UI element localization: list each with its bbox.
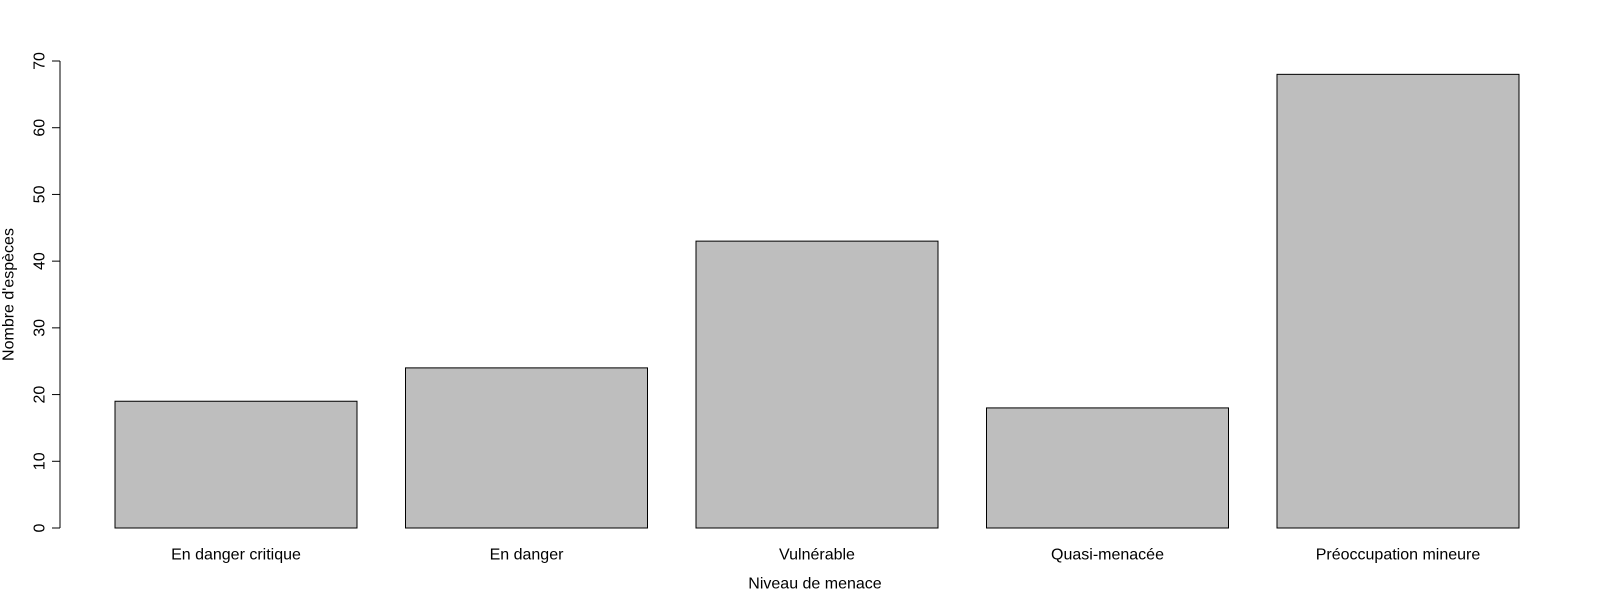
y-tick-label: 50 xyxy=(32,185,49,203)
y-tick-label: 0 xyxy=(32,523,49,532)
x-tick-label: Quasi-menacée xyxy=(1051,547,1164,564)
y-tick-label: 60 xyxy=(32,119,49,137)
y-tick-label: 70 xyxy=(32,52,49,70)
bar xyxy=(114,400,358,529)
bar xyxy=(405,367,648,529)
x-tick-label: Vulnérable xyxy=(779,547,855,564)
x-tick-label: En danger xyxy=(490,547,565,564)
bar xyxy=(986,407,1229,529)
x-axis-labels: En danger critique En danger Vulnérable Qua… xyxy=(171,547,1480,564)
bar xyxy=(695,240,939,529)
y-tick-label: 20 xyxy=(32,386,49,404)
x-tick-label: Préoccupation mineure xyxy=(1316,547,1481,564)
bars xyxy=(114,73,1520,529)
y-tick-label: 10 xyxy=(32,452,49,470)
x-tick-label: En danger critique xyxy=(171,547,301,564)
bar xyxy=(1276,73,1520,529)
y-tick-label: 40 xyxy=(32,252,49,270)
y-tick-label: 30 xyxy=(32,319,49,337)
x-axis-title: Niveau de menace xyxy=(748,576,882,593)
y-axis: 0 10 20 30 40 50 60 70 xyxy=(32,52,61,532)
y-axis-title: Nombre d'espèces xyxy=(1,228,18,361)
